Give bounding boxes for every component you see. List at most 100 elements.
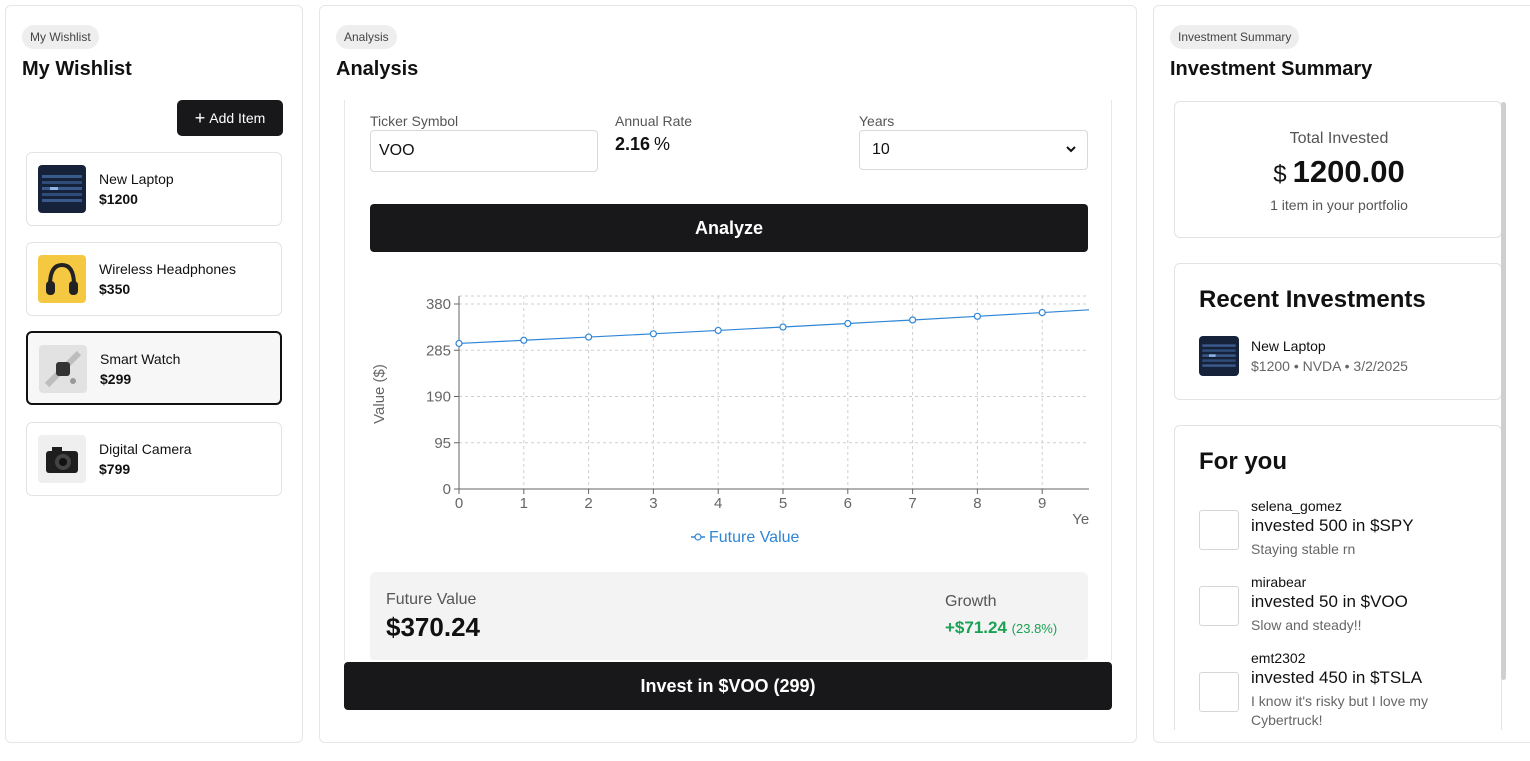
summary-scrollbar[interactable] bbox=[1501, 102, 1506, 680]
feed-username: mirabear bbox=[1251, 574, 1307, 590]
laptop-image bbox=[38, 165, 86, 213]
data-point bbox=[585, 333, 593, 341]
for-you-card: For you selena_gomez invested 500 in $SP… bbox=[1174, 425, 1502, 730]
y-tick-label: 190 bbox=[426, 389, 451, 406]
summary-panel: Investment Summary Investment Summary To… bbox=[1153, 5, 1530, 743]
result-summary: Future Value $370.24 Growth +$71.24 (23.… bbox=[370, 572, 1088, 660]
recent-investments-card: Recent Investments New Laptop $1200 • NV… bbox=[1174, 263, 1502, 400]
portfolio-count: 1 item in your portfolio bbox=[1270, 197, 1408, 213]
summary-title: Investment Summary bbox=[1170, 58, 1373, 80]
plus-icon: + bbox=[194, 108, 206, 128]
feed-action: invested 50 in $VOO bbox=[1251, 592, 1408, 611]
wishlist-item-headphones[interactable]: Wireless Headphones $350 bbox=[26, 242, 282, 316]
x-tick-label: 8 bbox=[973, 495, 981, 512]
wishlist-item-smartwatch[interactable]: Smart Watch $299 bbox=[26, 331, 282, 405]
invest-button[interactable]: Invest in $VOO (299) bbox=[344, 662, 1112, 710]
chart-axes bbox=[458, 296, 1089, 490]
growth-value: +$71.24 (23.8%) bbox=[945, 618, 1057, 638]
laptop-image bbox=[1199, 336, 1239, 376]
summary-scroll-area[interactable]: Total Invested $1200.00 1 item in your p… bbox=[1174, 100, 1504, 730]
camera-image bbox=[38, 435, 86, 483]
x-tick-label: 9 bbox=[1038, 495, 1046, 512]
future-value-amount: $370.24 bbox=[386, 612, 480, 642]
x-tick-label: 2 bbox=[584, 495, 592, 512]
feed-username: emt2302 bbox=[1251, 650, 1306, 666]
years-label: Years bbox=[859, 113, 895, 129]
y-tick-label: 0 bbox=[443, 481, 451, 498]
chart-legend: Future Value bbox=[691, 529, 800, 546]
y-tick-label: 285 bbox=[426, 342, 451, 359]
wishlist-item-name: Digital Camera bbox=[99, 441, 192, 457]
rate-unit: % bbox=[654, 134, 671, 154]
wishlist-item-name: Wireless Headphones bbox=[99, 261, 236, 277]
feed-note: Slow and steady!! bbox=[1251, 617, 1362, 633]
wishlist-item-price: $1200 bbox=[99, 191, 138, 207]
growth-label: Growth bbox=[945, 593, 997, 610]
wishlist-item-name: Smart Watch bbox=[100, 351, 181, 367]
x-tick-label: 7 bbox=[908, 495, 916, 512]
years-selected-value: 10 bbox=[872, 141, 890, 158]
wishlist-tag: My Wishlist bbox=[22, 25, 99, 49]
recent-investment-meta: $1200 • NVDA • 3/2/2025 bbox=[1251, 358, 1408, 374]
wishlist-panel: My Wishlist My Wishlist + Add Item New La… bbox=[5, 5, 303, 743]
future-value-chart: 012345678910095190285380 Value ($) Years… bbox=[371, 295, 1089, 546]
feed-username: selena_gomez bbox=[1251, 498, 1343, 514]
years-select[interactable]: 10 bbox=[859, 130, 1088, 170]
data-point bbox=[520, 336, 528, 344]
analysis-scroll-area[interactable]: Ticker Symbol VOO Annual Rate 2.16% Year… bbox=[344, 100, 1112, 660]
total-invested-card: Total Invested $1200.00 1 item in your p… bbox=[1174, 101, 1502, 238]
wishlist-item-name: New Laptop bbox=[99, 171, 174, 187]
growth-percent: (23.8%) bbox=[1011, 621, 1058, 636]
data-point bbox=[844, 319, 852, 328]
data-point bbox=[714, 326, 722, 335]
series-line bbox=[458, 309, 1089, 345]
feed-action: invested 450 in $TSLA bbox=[1251, 668, 1423, 687]
data-point bbox=[973, 312, 982, 320]
for-you-title: For you bbox=[1199, 448, 1287, 475]
ticker-input[interactable]: VOO bbox=[370, 130, 598, 172]
total-invested-label: Total Invested bbox=[1289, 130, 1389, 147]
chart-grid bbox=[458, 295, 1089, 490]
feed-item[interactable]: mirabear invested 50 in $VOO Slow and st… bbox=[1199, 574, 1499, 654]
data-point bbox=[1038, 308, 1046, 317]
wishlist-item-laptop[interactable]: New Laptop $1200 bbox=[26, 152, 282, 226]
total-invested-amount: 1200.00 bbox=[1292, 154, 1405, 189]
y-axis-label: Value ($) bbox=[371, 364, 388, 424]
wishlist-title: My Wishlist bbox=[22, 58, 132, 80]
x-tick-label: 6 bbox=[844, 495, 852, 512]
headphones-image bbox=[38, 255, 86, 303]
recent-investment-name: New Laptop bbox=[1251, 338, 1326, 354]
feed-action: invested 500 in $SPY bbox=[1251, 516, 1414, 535]
avatar bbox=[1199, 510, 1239, 550]
x-tick-label: 1 bbox=[520, 495, 528, 512]
wishlist-item-price: $799 bbox=[99, 461, 131, 477]
add-item-label: Add Item bbox=[209, 110, 266, 126]
total-invested-value: $1200.00 bbox=[1175, 154, 1503, 190]
wishlist-item-camera[interactable]: Digital Camera $799 bbox=[26, 422, 282, 496]
x-tick-label: 4 bbox=[714, 495, 722, 512]
rate-value: 2.16% bbox=[615, 134, 670, 155]
rate-label: Annual Rate bbox=[615, 113, 693, 129]
data-point bbox=[649, 330, 657, 338]
data-point bbox=[455, 339, 463, 348]
x-tick-label: 3 bbox=[649, 495, 657, 512]
ticker-label: Ticker Symbol bbox=[370, 113, 459, 129]
chart-series bbox=[455, 308, 1089, 348]
legend-label: Future Value bbox=[709, 529, 800, 546]
analysis-tag: Analysis bbox=[336, 25, 397, 49]
feed-item[interactable]: emt2302 invested 450 in $TSLA I know it'… bbox=[1199, 650, 1499, 730]
summary-tag: Investment Summary bbox=[1170, 25, 1300, 49]
x-tick-label: 0 bbox=[455, 495, 463, 512]
analyze-button[interactable]: Analyze bbox=[370, 204, 1088, 252]
analysis-panel: Analysis Analysis Ticker Symbol VOO Annu… bbox=[319, 5, 1137, 743]
legend-marker bbox=[694, 533, 702, 541]
feed-note: Staying stable rn bbox=[1251, 541, 1356, 557]
growth-amount: +$71.24 bbox=[945, 618, 1007, 637]
y-tick-label: 95 bbox=[434, 435, 451, 452]
add-item-button[interactable]: + Add Item bbox=[177, 100, 283, 136]
avatar bbox=[1199, 672, 1239, 712]
feed-note: I know it's risky but I love my Cybertru… bbox=[1251, 693, 1428, 728]
feed-item[interactable]: selena_gomez invested 500 in $SPY Stayin… bbox=[1199, 498, 1499, 578]
chart-ticks: 012345678910095190285380 bbox=[426, 296, 1046, 512]
y-tick-label: 380 bbox=[426, 296, 451, 313]
